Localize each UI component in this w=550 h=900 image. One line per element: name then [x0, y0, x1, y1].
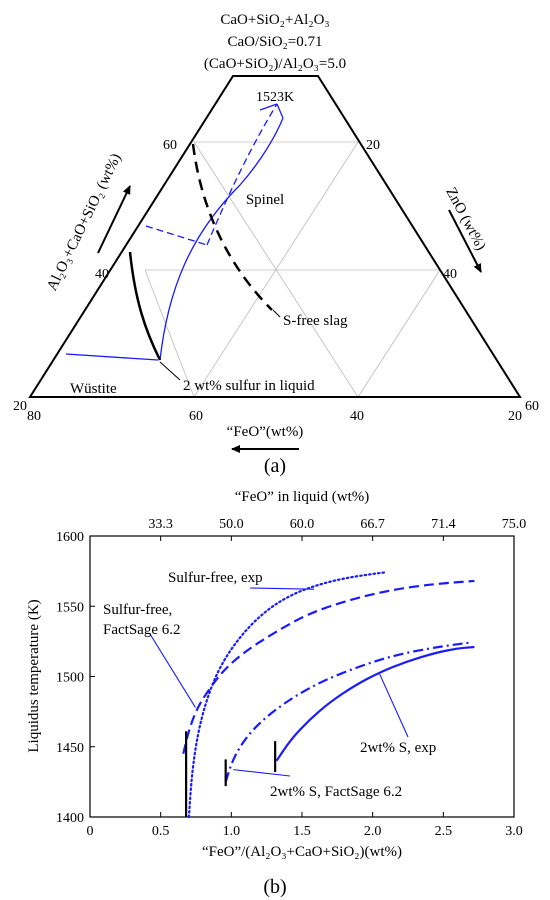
liquidus-1523k-curve [159, 117, 284, 361]
chart-plot-frame [89, 535, 515, 818]
annotation-sulfur-free-factsage-line1: Sulfur-free, [103, 602, 172, 618]
top-tick-label: 50.0 [219, 517, 244, 532]
left-tick-20: 20 [13, 399, 27, 414]
y-tick-label: 1500 [56, 671, 84, 686]
top-tick-label: 75.0 [502, 517, 527, 532]
label-1523k: 1523K [256, 90, 294, 105]
top-tick-label: 71.4 [431, 517, 456, 532]
y-tick-label: 1550 [56, 600, 84, 615]
panel-a: CaO+SiO₂+Al₂O₃ CaO/SiO₂=0.71 (CaO+SiO₂)/… [13, 12, 539, 477]
bottom-tick-40: 40 [350, 409, 364, 424]
panel-a-caption: (a) [264, 455, 286, 477]
x-tick-label: 0.5 [152, 824, 170, 839]
right-tick-20: 20 [366, 138, 380, 153]
panel-a-header-2: CaO/SiO₂=0.71 [228, 34, 323, 50]
annotation-2wt-s-exp: 2wt% S, exp [360, 740, 436, 756]
annotation-sulfur-free-exp: Sulfur-free, exp [168, 570, 263, 586]
label-wustite: Wüstite [70, 381, 117, 397]
bottom-tick-80: 80 [27, 409, 41, 424]
annotation-leader [379, 674, 409, 738]
x-tick-label: 2.5 [435, 824, 453, 839]
y-tick-label: 1400 [56, 811, 84, 826]
ternary-frame [28, 75, 522, 398]
series-line-dotted [187, 571, 386, 819]
right-tick-40: 40 [443, 267, 457, 282]
panel-b-chart: “FeO” in liquid (wt%) “FeO”/(Al₂O₃+CaO+S… [26, 489, 526, 898]
left-tick-60: 60 [163, 138, 177, 153]
sulfur-leader [159, 361, 181, 381]
ternary-grid [144, 141, 441, 398]
chart-annotations: Sulfur-free, exp Sulfur-free, FactSage 6.2… [103, 570, 436, 800]
right-tick-60: 60 [525, 399, 539, 414]
annotation-leader [233, 769, 291, 777]
label-sfree-slag: S-free slag [283, 313, 348, 329]
x-tick-label: 3.0 [505, 824, 523, 839]
label-sulfur-liquid: 2 wt% sulfur in liquid [183, 378, 315, 394]
annotation-2wt-s-factsage: 2wt% S, FactSage 6.2 [270, 784, 402, 800]
chart-ylabel: Liquidus temperature (K) [26, 599, 42, 752]
sfree-leader [272, 309, 281, 318]
series-line-solid [275, 645, 475, 762]
annotation-sulfur-free-factsage-line2: FactSage 6.2 [103, 622, 180, 638]
sulfur-liquid-curve [128, 251, 162, 361]
x-tick-label: 0 [87, 824, 94, 839]
x-tick-label: 2.0 [364, 824, 382, 839]
annotation-leader [149, 633, 196, 708]
chart-xlabel: “FeO”/(Al₂O₃+CaO+SiO₂)(wt%) [202, 844, 402, 860]
bottom-axis-label: “FeO”(wt%) [227, 424, 304, 440]
spinel-boundary-dashed [145, 103, 278, 246]
sfree-slag-curve [191, 143, 273, 311]
label-spinel: Spinel [246, 192, 284, 208]
right-axis-arrow [448, 209, 482, 273]
chart-top-xlabel: “FeO” in liquid (wt%) [235, 489, 370, 505]
top-tick-label: 60.0 [290, 517, 315, 532]
top-tick-label: 66.7 [360, 517, 385, 532]
y-tick-label: 1450 [56, 741, 84, 756]
bottom-tick-60: 60 [189, 409, 203, 424]
top-tick-label: 33.3 [148, 517, 173, 532]
series-line-dashed [182, 579, 475, 755]
peak-tip [259, 103, 284, 119]
panel-b-caption: (b) [263, 876, 286, 898]
x-tick-label: 1.5 [293, 824, 311, 839]
y-tick-label: 1600 [56, 530, 84, 545]
annotation-leader [249, 587, 315, 590]
chart-series [182, 571, 475, 819]
panel-a-header-1: CaO+SiO₂+Al₂O₃ [220, 12, 329, 28]
bottom-tick-20: 20 [508, 409, 522, 424]
series-line-dashdot [224, 641, 469, 783]
panel-a-header-3: (CaO+SiO₂)/Al₂O₃=5.0 [204, 56, 346, 72]
x-tick-label: 1.0 [223, 824, 241, 839]
chart-ticks: 0 0.5 1.0 1.5 2.0 2.5 3.0 1400 1450 1500 1550 1600 3… [56, 517, 526, 839]
left-axis-arrow [97, 185, 131, 254]
left-tick-40: 40 [95, 267, 109, 282]
wustite-boundary-line [65, 353, 159, 361]
